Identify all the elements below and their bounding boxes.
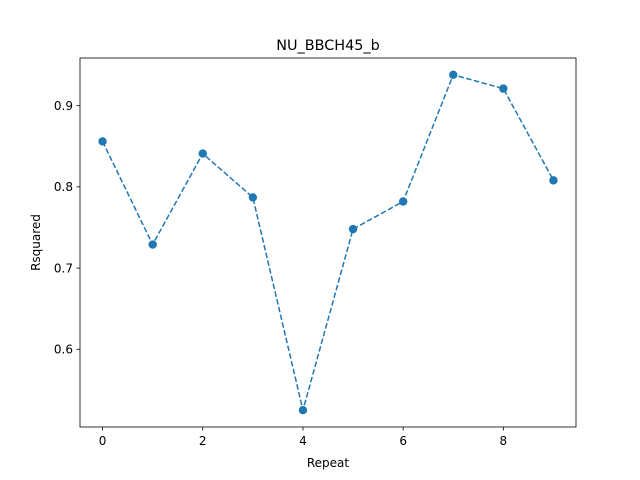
data-layer bbox=[98, 70, 558, 415]
y-tick-label: 0.9 bbox=[54, 99, 73, 113]
y-tick-label: 0.7 bbox=[54, 261, 73, 275]
data-point bbox=[148, 240, 157, 249]
data-point bbox=[449, 70, 458, 80]
data-point bbox=[348, 224, 358, 234]
plot-frame bbox=[79, 57, 577, 428]
data-point bbox=[298, 405, 308, 415]
x-axis-label: Repeat bbox=[307, 456, 350, 470]
data-point bbox=[248, 193, 258, 202]
y-tick-label: 0.8 bbox=[54, 180, 73, 194]
y-axis-ticks: 0.6 0.7 0.8 0.9 bbox=[54, 99, 80, 357]
data-point bbox=[198, 149, 207, 158]
y-axis-label: Rsquared bbox=[29, 214, 43, 271]
data-point bbox=[549, 176, 558, 185]
data-point bbox=[398, 197, 408, 206]
data-point bbox=[499, 84, 508, 93]
x-axis-ticks: 0 2 4 6 8 bbox=[99, 427, 507, 448]
x-tick-label: 2 bbox=[199, 434, 207, 448]
chart-title: NU_BBCH45_b bbox=[276, 38, 380, 54]
plot-background bbox=[80, 58, 576, 427]
x-tick-label: 6 bbox=[399, 434, 407, 448]
x-tick-label: 8 bbox=[500, 434, 508, 448]
data-point bbox=[98, 137, 107, 146]
x-tick-label: 4 bbox=[299, 434, 307, 448]
x-tick-label: 0 bbox=[99, 434, 107, 448]
y-tick-label: 0.6 bbox=[54, 343, 73, 357]
series-line bbox=[101, 73, 555, 411]
